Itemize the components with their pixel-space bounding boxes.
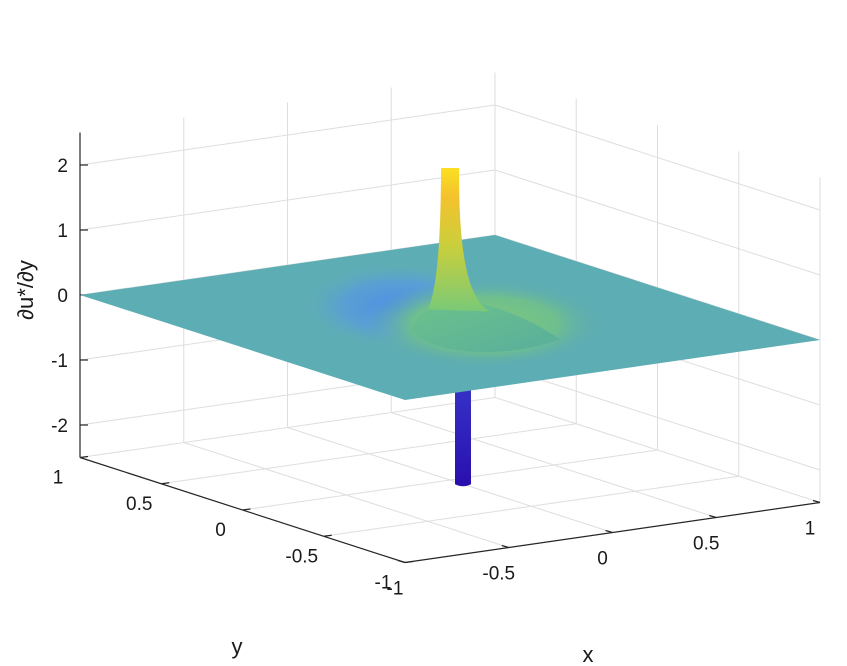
x-tick-label: -1 — [387, 579, 404, 600]
y-tick-mark — [161, 482, 170, 485]
y-tick-label: -1 — [375, 573, 392, 594]
grid-line — [161, 423, 577, 485]
y-axis-title: y — [232, 634, 243, 659]
grid-line — [79, 397, 496, 458]
grid-line — [242, 449, 658, 511]
grid-line — [494, 104, 821, 211]
z-tick-label: -2 — [51, 416, 68, 437]
z-tick-label: 1 — [57, 221, 68, 242]
surface-peak — [410, 168, 560, 353]
y-tick-mark — [242, 508, 251, 511]
x-tick-label: 0 — [597, 549, 608, 570]
y-tick-mark — [323, 534, 332, 537]
x-tick-mark — [397, 559, 406, 564]
grid-line — [79, 169, 496, 231]
y-tick-label: 0.5 — [126, 494, 152, 515]
x-axis-title: x — [583, 642, 594, 666]
y-tick-mark — [79, 455, 89, 459]
x-tick-mark — [501, 544, 509, 549]
z-tick-label: -1 — [51, 351, 68, 372]
y-tick-label: 1 — [53, 468, 64, 489]
z-tick-label: 2 — [57, 156, 68, 177]
x-tick-label: 1 — [805, 519, 816, 540]
grid-line — [79, 104, 496, 166]
z-tick-label: 0 — [57, 286, 68, 307]
grid-line — [323, 475, 739, 537]
z-axis-title: ∂u*/∂y — [13, 260, 38, 320]
grid-line — [494, 169, 821, 276]
x-tick-mark — [709, 514, 717, 519]
x-tick-label: 0.5 — [693, 534, 719, 555]
y-tick-mark — [404, 560, 414, 564]
y-tick-label: -0.5 — [285, 546, 318, 567]
x-tick-mark — [812, 499, 821, 504]
x-tick-mark — [605, 529, 613, 534]
y-tick-label: 0 — [215, 520, 226, 541]
grid-line — [494, 364, 821, 471]
x-tick-label: -0.5 — [482, 564, 515, 585]
tick-labels: -1 -0.5 0 0.5 1 -1 -0.5 0 0.5 1 -2 -1 0 1 2 — [51, 156, 815, 600]
